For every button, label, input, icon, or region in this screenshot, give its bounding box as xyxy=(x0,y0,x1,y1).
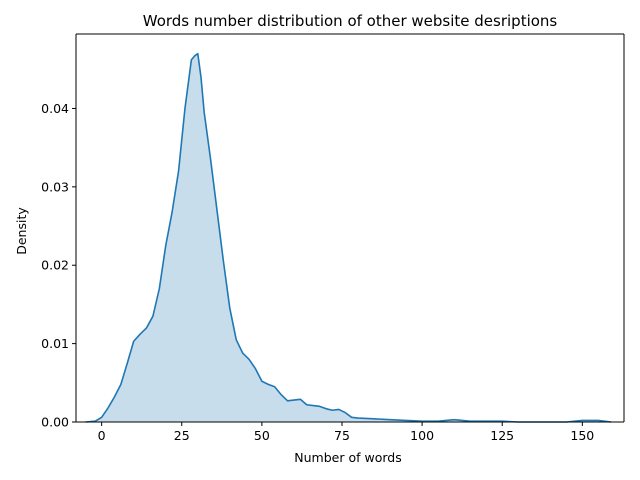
x-tick-label: 100 xyxy=(410,428,434,443)
y-axis-title: Density xyxy=(14,207,29,255)
axes: 0 25 50 75 100 125 150 0.00 0.01 0.02 0.03 0.04 xyxy=(41,33,625,443)
y-tick-label: 0.01 xyxy=(41,336,69,351)
y-tick-label: 0.00 xyxy=(41,415,69,430)
y-tick-label: 0.02 xyxy=(41,258,69,273)
x-tick-label: 150 xyxy=(570,428,594,443)
x-tick-label: 25 xyxy=(174,428,190,443)
y-tick-label: 0.03 xyxy=(41,179,69,194)
y-tick-label: 0.04 xyxy=(41,101,69,116)
x-tick-label: 75 xyxy=(334,428,350,443)
x-axis-title: Number of words xyxy=(294,450,401,465)
plot-area xyxy=(85,52,612,423)
density-curve xyxy=(85,52,612,423)
x-tick-label: 50 xyxy=(254,428,270,443)
chart-title: Words number distribution of other websi… xyxy=(143,12,558,30)
x-tick-label: 0 xyxy=(98,428,106,443)
x-tick-label: 125 xyxy=(490,428,514,443)
density-area-fill xyxy=(85,53,612,422)
